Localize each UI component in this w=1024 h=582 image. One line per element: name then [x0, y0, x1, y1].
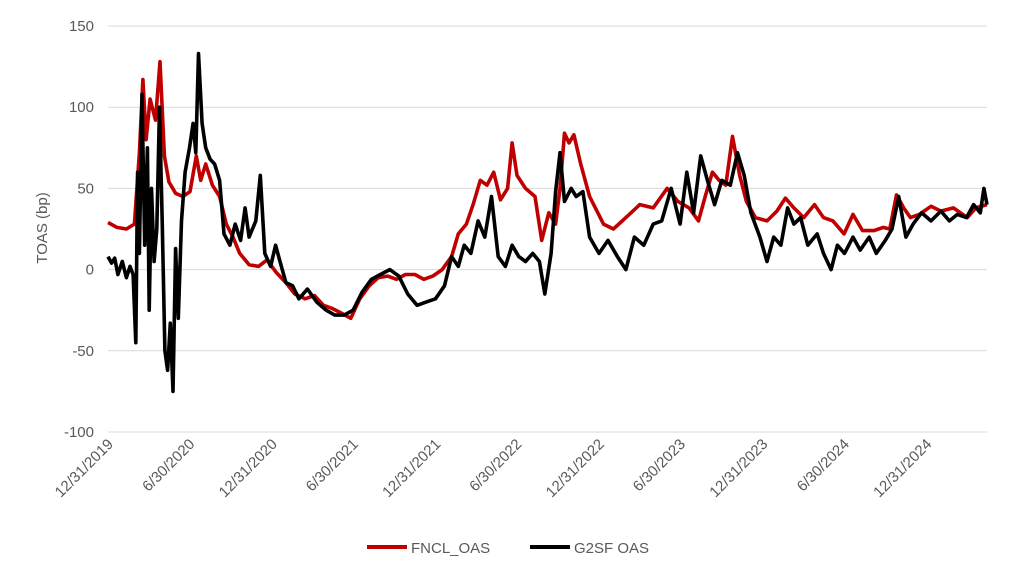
x-tick-label: 12/31/2024: [870, 436, 935, 501]
x-tick-label: 12/31/2023: [706, 436, 771, 501]
x-tick-label: 6/30/2023: [630, 436, 689, 495]
legend-label: FNCL_OAS: [411, 540, 490, 557]
y-tick-label: 50: [77, 180, 94, 197]
series-lines: [106, 51, 989, 394]
x-axis-ticks: 12/31/2019 6/30/2020 12/31/2020 6/30/2021 12…: [52, 436, 936, 501]
y-tick-label: -100: [64, 424, 94, 441]
x-tick-label: 6/30/2020: [139, 436, 198, 495]
series-line-fncl-oas: [107, 59, 988, 321]
x-tick-label: 6/30/2021: [303, 436, 362, 495]
series-line-g2sf-oas: [106, 51, 989, 394]
y-axis-ticks: 150 100 50 0 -50 -100: [64, 18, 94, 441]
y-tick-label: 0: [86, 262, 94, 279]
legend: FNCL_OAS G2SF OAS: [367, 540, 649, 557]
gridlines: [108, 25, 987, 433]
x-tick-label: 12/31/2021: [379, 436, 444, 501]
y-tick-label: -50: [72, 343, 94, 360]
y-tick-label: 150: [69, 18, 94, 35]
legend-label: G2SF OAS: [574, 540, 649, 557]
x-tick-label: 12/31/2019: [52, 436, 117, 501]
x-tick-label: 12/31/2020: [216, 436, 281, 501]
y-tick-label: 100: [69, 99, 94, 116]
x-tick-label: 6/30/2024: [794, 436, 853, 495]
x-tick-label: 12/31/2022: [543, 436, 608, 501]
y-axis-label: TOAS (bp): [34, 192, 51, 263]
x-tick-label: 6/30/2022: [466, 436, 525, 495]
